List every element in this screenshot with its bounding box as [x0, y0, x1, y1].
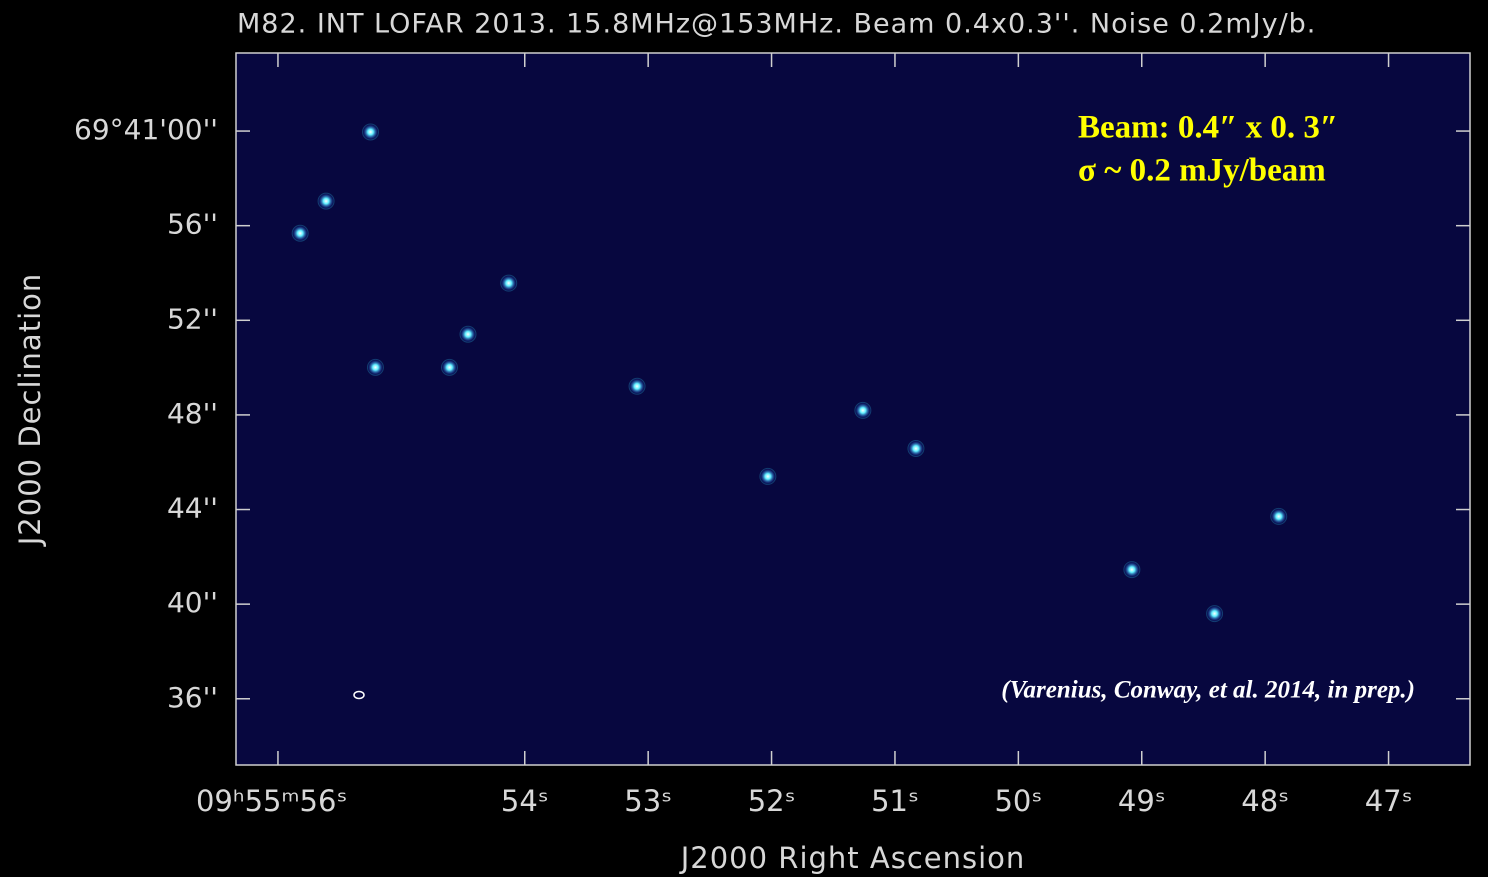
- y-tick-label: 69°41'00'': [74, 113, 218, 146]
- source-point: [440, 358, 458, 376]
- x-tick-label: 50ˢ: [994, 784, 1042, 818]
- source-point: [1270, 507, 1288, 525]
- y-tick-label: 36'': [167, 681, 218, 714]
- x-tick-label: 52ˢ: [748, 784, 796, 818]
- plot-area: [235, 52, 1471, 766]
- y-tick-label: 48'': [167, 397, 218, 430]
- annotation: (Varenius, Conway, et al. 2014, in prep.…: [1001, 677, 1415, 704]
- beam-ellipse: [353, 690, 365, 700]
- source-point: [907, 440, 925, 458]
- source-point: [362, 123, 380, 141]
- x-tick-label: 48ˢ: [1241, 784, 1289, 818]
- annotation: Beam: 0.4″ x 0. 3″: [1078, 110, 1338, 146]
- source-point: [500, 274, 518, 292]
- source-point: [317, 192, 335, 210]
- x-axis-label: J2000 Right Ascension: [679, 841, 1026, 875]
- source-point: [366, 358, 384, 376]
- y-axis-label: J2000 Declination: [13, 273, 47, 548]
- x-tick-label: 54ˢ: [501, 784, 549, 818]
- x-tick-label: 09ʰ55ᵐ56ˢ: [196, 784, 347, 818]
- source-point: [854, 401, 872, 419]
- x-tick-label: 51ˢ: [871, 784, 919, 818]
- x-tick-label: 53ˢ: [624, 784, 672, 818]
- annotation: σ ~ 0.2 mJy/beam: [1078, 153, 1326, 189]
- chart-title: M82. INT LOFAR 2013. 15.8MHz@153MHz. Bea…: [237, 9, 1316, 40]
- source-point: [759, 467, 777, 485]
- source-point: [459, 325, 477, 343]
- y-tick-label: 52'': [167, 302, 218, 335]
- y-tick-label: 40'': [167, 586, 218, 619]
- source-point: [1123, 561, 1141, 579]
- y-tick-label: 56'': [167, 208, 218, 241]
- source-point: [628, 377, 646, 395]
- source-point: [1206, 605, 1224, 623]
- x-tick-label: 49ˢ: [1118, 784, 1166, 818]
- x-tick-label: 47ˢ: [1365, 784, 1413, 818]
- y-tick-label: 44'': [167, 492, 218, 525]
- source-point: [291, 224, 309, 242]
